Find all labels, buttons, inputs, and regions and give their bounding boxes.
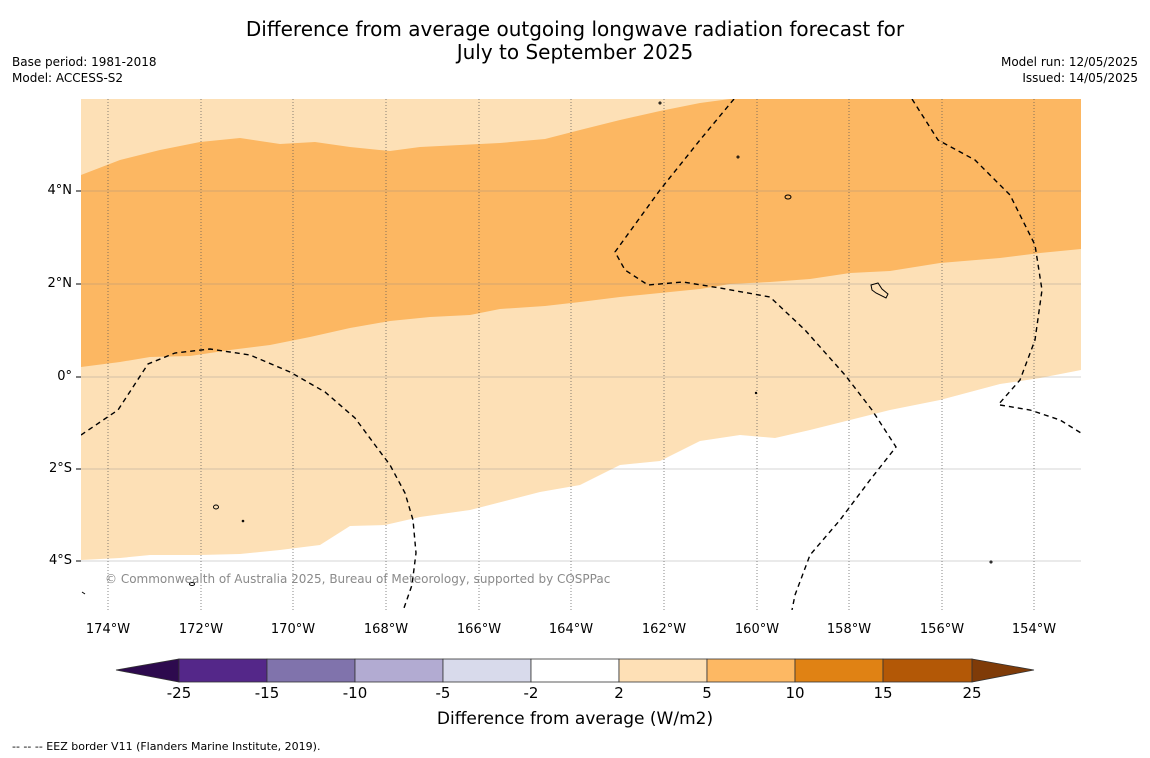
title-line-1: Difference from average outgoing longwav… [245,17,905,41]
colorbar-tick: -2 [523,684,539,702]
eez-footnote: -- -- -- EEZ border V11 (Flanders Marine… [12,740,321,753]
model-run: Model run: 12/05/2025 [1000,55,1138,69]
base-period: Base period: 1981-2018 [12,55,157,69]
colorbar-segment [178,658,268,683]
issued-date: Issued: 14/05/2025 [1022,71,1138,85]
colorbar-tick: 2 [614,684,624,702]
atoll-outline [870,282,889,299]
colorbar-segment [618,658,708,683]
colorbar-segment [530,658,620,683]
meta-right: Model run: 12/05/2025 Issued: 14/05/2025 [1001,54,1138,86]
meridians [107,99,1035,610]
lon-label-156w: 156°W [919,622,965,637]
lon-label-166w: 166°W [456,622,502,637]
colorbar-tick: 15 [873,684,893,702]
parallels [81,190,1081,562]
lon-label-154w: 154°W [1011,622,1057,637]
lon-label-158w: 158°W [826,622,872,637]
map-title: Difference from average outgoing longwav… [0,18,1150,64]
eez-border-southeast [999,404,1081,434]
island-dot [754,391,758,395]
colorbar-extend-low [115,658,180,683]
colorbar-segment [266,658,356,683]
map-plot-area [81,99,1081,610]
title-line-2: July to September 2025 [456,40,694,64]
lat-label-2n: 2°N [47,276,73,291]
lon-label-164w: 164°W [548,622,594,637]
lon-label-162w: 162°W [641,622,687,637]
island-outline [213,504,219,510]
lat-label-4n: 4°N [47,183,73,198]
colorbar-tick: -5 [435,684,451,702]
colorbar [115,658,1035,683]
eez-border-north [614,99,897,610]
islands [81,101,993,595]
lat-label-0: 0° [57,369,72,384]
colorbar-tick: -25 [166,684,192,702]
island-mark [81,591,86,595]
axis-ticks [76,190,81,562]
island-outline [784,194,792,200]
colorbar-tick: 10 [785,684,805,702]
island-dot [989,560,993,564]
lat-label-4s: 4°S [48,553,72,568]
lon-label-174w: 174°W [85,622,131,637]
eez-borders [81,99,1081,610]
island-outline [189,582,195,586]
island-dot [736,155,740,159]
colorbar-extend-high [971,658,1035,683]
colorbar-segment [794,658,884,683]
lon-label-160w: 160°W [734,622,780,637]
copyright-notice: © Commonwealth of Australia 2025, Bureau… [105,572,611,586]
lon-label-170w: 170°W [270,622,316,637]
lon-label-172w: 172°W [178,622,224,637]
colorbar-tick: -15 [254,684,280,702]
lon-label-168w: 168°W [363,622,409,637]
meta-left: Base period: 1981-2018 Model: ACCESS-S2 [12,54,157,86]
colorbar-segment [354,658,444,683]
band-5-to-10 [81,99,1081,367]
eez-border-west [81,348,417,609]
model-name: Model: ACCESS-S2 [12,71,124,85]
colorbar-segment [882,658,973,683]
colorbar-segment [442,658,532,683]
colorbar-tick: 25 [962,684,982,702]
colorbar-segment [706,658,796,683]
colorbar-label: Difference from average (W/m2) [436,709,714,729]
island-dot [658,101,662,105]
colorbar-tick: 5 [702,684,712,702]
island-dot [241,519,245,523]
colorbar-tick: -10 [342,684,368,702]
lat-label-2s: 2°S [48,461,72,476]
